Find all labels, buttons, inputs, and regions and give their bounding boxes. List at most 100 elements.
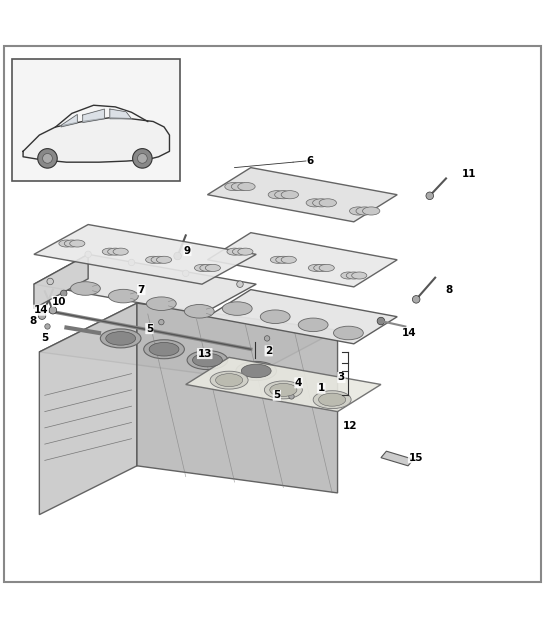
Ellipse shape <box>192 354 222 367</box>
Polygon shape <box>34 254 88 308</box>
Text: 12: 12 <box>343 421 358 431</box>
Ellipse shape <box>187 350 228 369</box>
Text: 5: 5 <box>273 391 281 400</box>
Ellipse shape <box>156 256 172 263</box>
Circle shape <box>49 306 57 314</box>
Polygon shape <box>39 303 337 379</box>
Text: 7: 7 <box>137 284 145 295</box>
Circle shape <box>43 153 52 163</box>
Circle shape <box>426 192 433 200</box>
Circle shape <box>85 251 92 257</box>
Ellipse shape <box>238 248 253 255</box>
Text: 10: 10 <box>52 296 66 306</box>
Text: 2: 2 <box>265 346 272 356</box>
Ellipse shape <box>106 332 136 345</box>
Text: 3: 3 <box>338 372 345 382</box>
Text: 11: 11 <box>462 169 476 179</box>
Ellipse shape <box>222 302 252 315</box>
Ellipse shape <box>241 364 271 377</box>
Ellipse shape <box>341 272 356 279</box>
Ellipse shape <box>313 391 351 409</box>
Circle shape <box>45 324 50 329</box>
Text: 5: 5 <box>146 323 153 333</box>
Ellipse shape <box>210 371 248 389</box>
Text: 4: 4 <box>295 378 302 388</box>
Ellipse shape <box>100 329 141 348</box>
Circle shape <box>237 281 243 288</box>
Polygon shape <box>110 109 131 119</box>
Text: 14: 14 <box>34 305 49 315</box>
Ellipse shape <box>200 264 215 271</box>
Ellipse shape <box>70 282 100 295</box>
Ellipse shape <box>314 264 329 271</box>
Ellipse shape <box>216 374 243 387</box>
Polygon shape <box>381 451 414 466</box>
Ellipse shape <box>225 183 242 191</box>
Text: 1: 1 <box>318 383 325 393</box>
Ellipse shape <box>319 199 336 207</box>
Text: 8: 8 <box>29 316 37 326</box>
Circle shape <box>377 317 385 325</box>
Ellipse shape <box>113 248 128 255</box>
Ellipse shape <box>349 207 367 215</box>
Circle shape <box>128 259 135 266</box>
Text: 13: 13 <box>197 349 212 359</box>
Text: 8: 8 <box>445 284 452 295</box>
Ellipse shape <box>102 248 117 255</box>
Ellipse shape <box>281 191 299 199</box>
Ellipse shape <box>231 183 249 191</box>
Circle shape <box>60 290 67 296</box>
Ellipse shape <box>346 272 361 279</box>
Ellipse shape <box>232 248 247 255</box>
Ellipse shape <box>270 384 297 396</box>
Circle shape <box>38 149 57 168</box>
Ellipse shape <box>149 342 179 356</box>
Ellipse shape <box>238 183 255 191</box>
Polygon shape <box>39 303 137 514</box>
Polygon shape <box>83 109 105 122</box>
Polygon shape <box>208 232 397 287</box>
Ellipse shape <box>64 240 80 247</box>
Polygon shape <box>186 357 381 411</box>
Ellipse shape <box>276 256 291 263</box>
Circle shape <box>264 336 270 341</box>
Ellipse shape <box>306 199 324 207</box>
Text: 9: 9 <box>184 246 191 256</box>
Polygon shape <box>23 117 169 162</box>
FancyBboxPatch shape <box>12 59 180 181</box>
Ellipse shape <box>281 256 296 263</box>
Ellipse shape <box>334 326 364 340</box>
Ellipse shape <box>59 240 74 247</box>
Ellipse shape <box>108 290 138 303</box>
Ellipse shape <box>147 297 176 310</box>
Ellipse shape <box>356 207 373 215</box>
Text: 15: 15 <box>408 453 423 463</box>
Circle shape <box>413 296 420 303</box>
Polygon shape <box>208 290 397 344</box>
Circle shape <box>47 278 53 284</box>
Ellipse shape <box>108 248 123 255</box>
Text: 6: 6 <box>307 156 314 166</box>
Ellipse shape <box>352 272 367 279</box>
Ellipse shape <box>362 207 380 215</box>
Polygon shape <box>34 254 256 314</box>
Polygon shape <box>208 168 397 222</box>
Circle shape <box>174 252 181 260</box>
Ellipse shape <box>270 256 286 263</box>
Ellipse shape <box>264 381 302 399</box>
Ellipse shape <box>275 191 292 199</box>
Ellipse shape <box>184 305 214 318</box>
Circle shape <box>137 153 147 163</box>
Ellipse shape <box>227 248 242 255</box>
Ellipse shape <box>313 199 330 207</box>
Ellipse shape <box>268 191 286 199</box>
Polygon shape <box>61 114 77 127</box>
Text: 5: 5 <box>41 333 49 344</box>
Ellipse shape <box>319 393 346 406</box>
Ellipse shape <box>261 310 290 323</box>
Ellipse shape <box>205 264 220 271</box>
Polygon shape <box>34 225 256 284</box>
Ellipse shape <box>70 240 85 247</box>
Ellipse shape <box>151 256 166 263</box>
Circle shape <box>38 312 46 320</box>
